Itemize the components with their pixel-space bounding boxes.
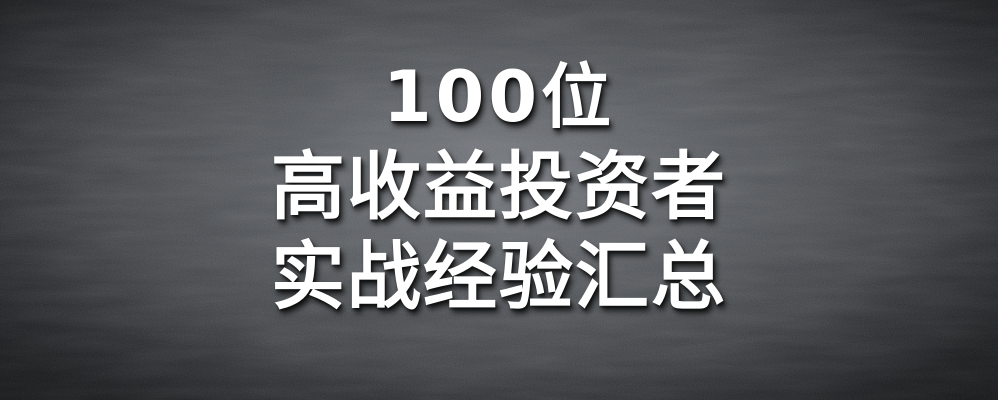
headline-line-3: 实战经验汇总: [271, 234, 727, 320]
headline-line-2: 高收益投资者: [271, 144, 727, 230]
headline-line-1: 100位: [382, 56, 616, 138]
headline: 100位 高收益投资者 实战经验汇总: [0, 52, 998, 322]
